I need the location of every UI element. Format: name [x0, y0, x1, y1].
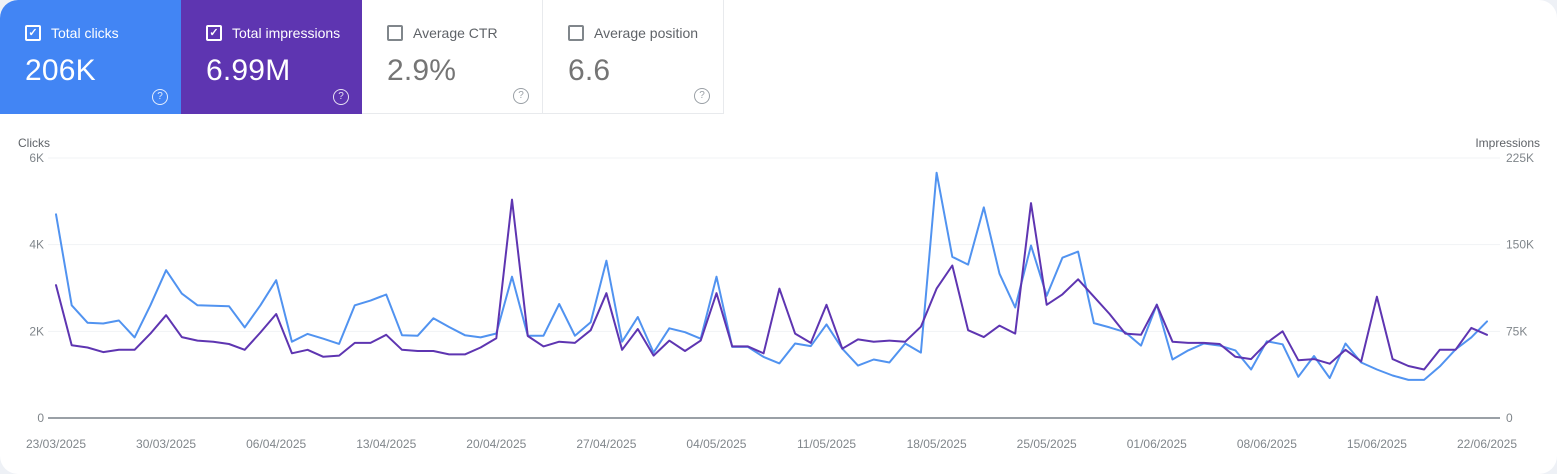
help-icon[interactable]: ? [333, 89, 349, 105]
date-label: 08/06/2025 [1237, 437, 1297, 451]
checkbox-average-ctr-unchecked[interactable] [387, 25, 403, 41]
right-axis-tick: 225K [1506, 151, 1534, 165]
right-axis-tick: 75K [1506, 324, 1527, 338]
card-label-average-position: Average position [594, 25, 699, 41]
metric-card-average-ctr[interactable]: Average CTR 2.9% ? [362, 0, 543, 114]
help-icon[interactable]: ? [513, 88, 529, 104]
checkbox-total-clicks-checked[interactable]: ✓ [25, 25, 41, 41]
card-label-total-clicks: Total clicks [51, 25, 119, 41]
metric-card-total-impressions[interactable]: ✓ Total impressions 6.99M ? [181, 0, 362, 114]
card-label-total-impressions: Total impressions [232, 25, 341, 41]
card-value-total-clicks: 206K [25, 54, 96, 87]
date-label: 30/03/2025 [136, 437, 196, 451]
left-axis-tick: 0 [37, 411, 44, 425]
left-axis-tick: 6K [29, 151, 44, 165]
card-value-total-impressions: 6.99M [206, 54, 291, 87]
metric-card-total-clicks[interactable]: ✓ Total clicks 206K ? [0, 0, 181, 114]
card-head: ✓ Total clicks [25, 25, 181, 41]
date-label: 15/06/2025 [1347, 437, 1407, 451]
date-label: 25/05/2025 [1017, 437, 1077, 451]
card-head: ✓ Total impressions [206, 25, 362, 41]
help-icon[interactable]: ? [694, 88, 710, 104]
checkbox-average-position-unchecked[interactable] [568, 25, 584, 41]
left-axis-title: Clicks [18, 136, 50, 150]
date-label: 20/04/2025 [466, 437, 526, 451]
metric-card-average-position[interactable]: Average position 6.6 ? [543, 0, 724, 114]
date-label: 23/03/2025 [26, 437, 86, 451]
date-label: 13/04/2025 [356, 437, 416, 451]
card-value-average-ctr: 2.9% [387, 54, 457, 87]
date-label: 11/05/2025 [797, 437, 856, 451]
date-label: 06/04/2025 [246, 437, 306, 451]
performance-time-series-chart[interactable]: 0 0 2K 75K 4K 150K 6K 225K Clicks Impressions 23/0… [0, 130, 1557, 474]
date-label: 22/06/2025 [1457, 437, 1517, 451]
card-label-average-ctr: Average CTR [413, 25, 498, 41]
card-head: Average CTR [387, 25, 542, 41]
date-label: 18/05/2025 [907, 437, 967, 451]
date-label: 27/04/2025 [576, 437, 636, 451]
card-value-average-position: 6.6 [568, 54, 611, 87]
left-axis-tick: 2K [29, 324, 44, 338]
clicks-line[interactable] [55, 171, 1488, 381]
right-axis-title: Impressions [1475, 136, 1540, 150]
date-label: 01/06/2025 [1127, 437, 1187, 451]
impressions-line[interactable] [55, 198, 1488, 371]
metric-cards-row: ✓ Total clicks 206K ? ✓ Total impression… [0, 0, 724, 114]
right-axis-tick: 150K [1506, 238, 1534, 252]
right-axis-tick: 0 [1506, 411, 1513, 425]
date-label: 04/05/2025 [686, 437, 746, 451]
help-icon[interactable]: ? [152, 89, 168, 105]
left-axis-tick: 4K [29, 238, 44, 252]
card-head: Average position [568, 25, 723, 41]
checkbox-total-impressions-checked[interactable]: ✓ [206, 25, 222, 41]
